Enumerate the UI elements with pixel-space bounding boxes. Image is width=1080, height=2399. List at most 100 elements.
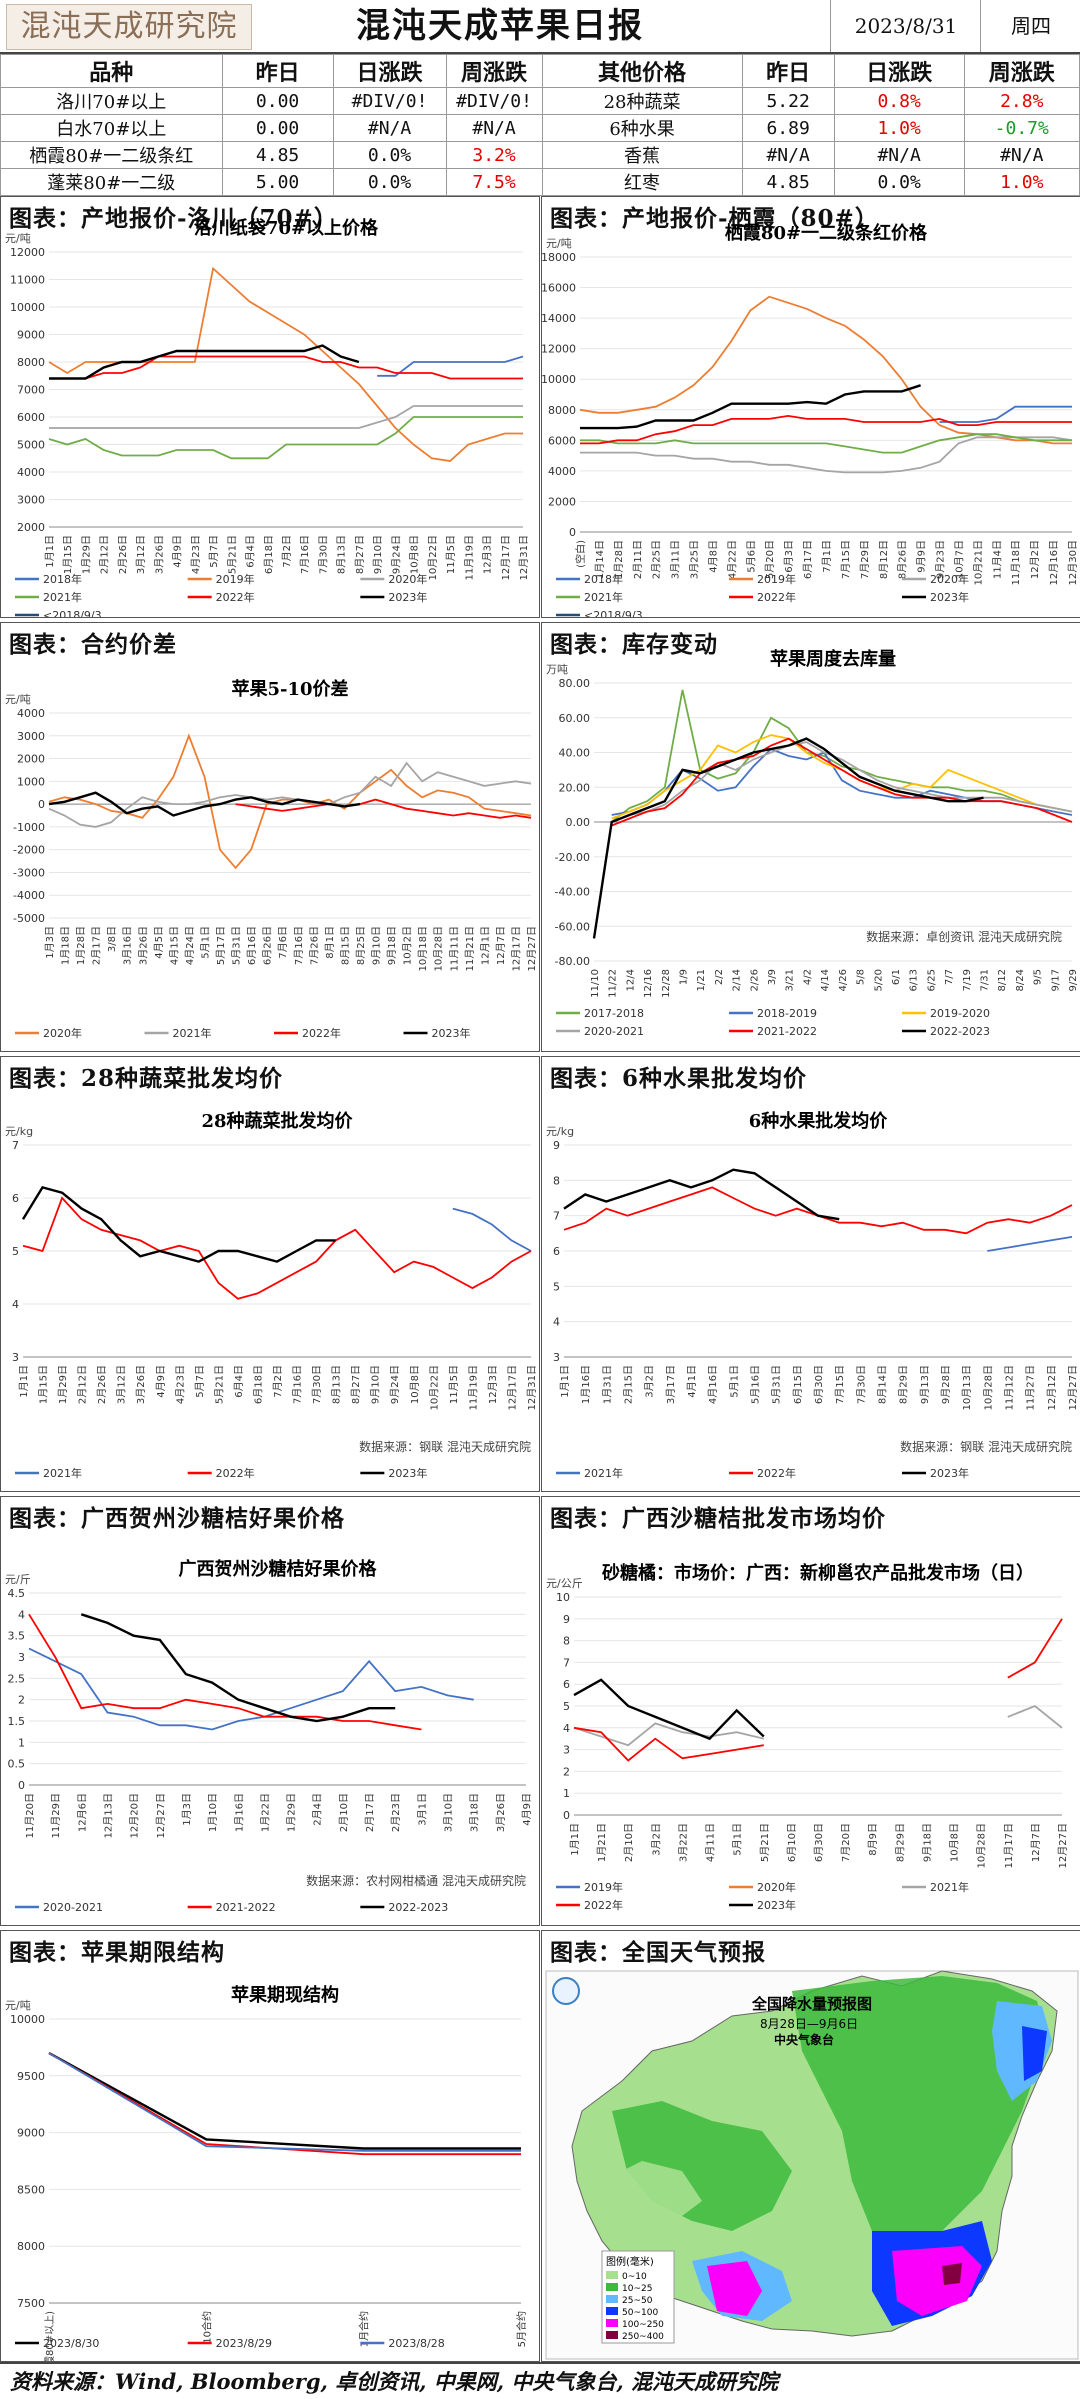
- x-tick-label: 7月16日: [292, 1365, 304, 1404]
- table-cell: 0.0%: [332, 141, 447, 169]
- series-line: [611, 737, 1073, 827]
- series-line: [939, 405, 1072, 423]
- x-tick-label: 9月24日: [389, 1365, 401, 1404]
- legend-label: 2023年: [432, 1026, 471, 1040]
- y-tick-label: 8500: [17, 2183, 45, 2196]
- x-tick-label: 4月5日: [153, 926, 165, 959]
- table-cell: #N/A: [963, 141, 1080, 169]
- table-cell: 6种水果: [541, 114, 743, 142]
- x-tick-label: 11/10: [590, 969, 601, 998]
- legend-label: 2021年: [930, 1880, 969, 1894]
- x-tick-label: 9/5: [1033, 969, 1044, 985]
- x-tick-label: 1/9: [679, 969, 690, 985]
- table-cell: -0.7%: [963, 114, 1080, 142]
- x-tick-label: 4/26: [838, 969, 849, 991]
- section-qixia-price: 图表：产地报价-栖霞（80#） 栖霞80#一二级条红价格 元/吨 0 2000 4000…: [541, 196, 1080, 618]
- y-tick-label: 7: [563, 1656, 570, 1669]
- section-title: 图表：广西贺州沙糖桔好果价格: [9, 1505, 345, 1532]
- y-tick-label: 6000: [548, 434, 576, 447]
- x-tick-label: 3月1日: [416, 1793, 428, 1826]
- col-header: 日涨跌: [332, 54, 447, 88]
- col-header: 昨日: [741, 54, 835, 88]
- x-tick-label: 2月12日: [99, 535, 111, 574]
- x-tick-label: 4月15日: [168, 926, 180, 965]
- report-title: 混沌天成苹果日报: [356, 6, 644, 46]
- x-tick-label: 9月13日: [919, 1365, 931, 1404]
- x-tick-label: 4月11日: [705, 1823, 717, 1862]
- y-tick-label: 2: [563, 1765, 570, 1778]
- x-tick-label: 8月25日: [355, 926, 367, 965]
- y-axis-label: 元/吨: [5, 693, 31, 706]
- x-tick-label: 2月25日: [651, 540, 663, 579]
- x-tick-label: 12月17日: [506, 1365, 518, 1410]
- source-note: 数据来源：钢联 混沌天成研究院: [359, 1439, 531, 1454]
- x-tick-label: 4月9日: [521, 1793, 533, 1826]
- table-cell: 0.8%: [833, 87, 965, 115]
- col-header: 昨日: [221, 54, 334, 88]
- x-tick-label: 5月7日: [194, 1365, 206, 1398]
- x-tick-label: 4月9日: [155, 1365, 167, 1398]
- rain-zone-heavy-sw: [707, 2261, 762, 2316]
- y-tick-label: 2000: [17, 521, 45, 534]
- section-title: 图表：库存变动: [550, 631, 718, 658]
- x-tick-label: 1月1日: [44, 535, 56, 568]
- section-title: 图表：苹果期限结构: [9, 1939, 225, 1966]
- x-tick-label: 9月10日: [372, 535, 384, 574]
- y-tick-label: -2000: [13, 844, 45, 857]
- y-tick-label: 7: [553, 1210, 560, 1223]
- x-tick-label: 1月29日: [286, 1793, 298, 1832]
- legend-5: 250~400: [622, 2332, 664, 2342]
- table-cell: 0.0%: [332, 168, 447, 196]
- x-tick-label: 6月15日: [792, 1365, 804, 1404]
- x-tick-label: 11月19日: [463, 535, 475, 580]
- x-tick-label: 7/31: [979, 969, 990, 991]
- x-tick-label: 8月15日: [339, 926, 351, 965]
- series-line: [580, 384, 921, 430]
- legend-label: 2022-2023: [930, 1025, 990, 1038]
- y-axis-label: 元/公斤: [546, 1577, 583, 1590]
- legend-label: 2019-2020: [930, 1007, 990, 1020]
- section-inventory: 图表：库存变动 苹果周度去库量 万吨 -80.00 -60.00 -40.00 -20.0…: [541, 622, 1080, 1052]
- y-tick-label: 8: [563, 1635, 570, 1648]
- map-title: 全国降水量预报图: [751, 1995, 872, 2013]
- x-tick-label: 6月18日: [263, 535, 275, 574]
- y-tick-label: 12000: [542, 343, 576, 356]
- x-tick-label: 3月22日: [677, 1823, 689, 1862]
- y-tick-label: 12000: [10, 246, 45, 259]
- x-tick-label: 8月13日: [331, 1365, 343, 1404]
- y-tick-label: 1000: [17, 775, 45, 788]
- legend-label: 2022年: [216, 590, 255, 604]
- y-tick-label: 40.00: [559, 747, 591, 760]
- legend-2: 25~50: [622, 2296, 653, 2306]
- legend-label: 2018-2019: [757, 1007, 817, 1020]
- y-axis-label: 元/吨: [5, 232, 31, 245]
- table-cell: #N/A: [833, 141, 965, 169]
- x-tick-label: 4月23日: [190, 535, 202, 574]
- legend-label: 2019年: [757, 572, 796, 586]
- legend-label: 2023/8/29: [216, 2337, 272, 2350]
- series-line: [580, 414, 1072, 445]
- x-tick-label: 6月30日: [813, 1823, 825, 1862]
- section-title: 图表：产地报价-洛川（70#）: [9, 205, 338, 232]
- x-tick-label: 12月17日: [510, 926, 522, 971]
- x-tick-label: 10月18日: [417, 926, 429, 971]
- y-axis-label: 元/吨: [5, 1999, 31, 2012]
- x-tick-label: 5月17日: [215, 926, 227, 965]
- x-tick-label: 12月2日: [1029, 540, 1041, 579]
- legend-label: 2020-2021: [43, 1901, 103, 1914]
- x-tick-label: 4月9日: [172, 535, 184, 568]
- legend-label: 2023年: [388, 590, 427, 604]
- x-tick-label: 6月16日: [246, 926, 258, 965]
- x-tick-label: 12月31日: [518, 535, 530, 580]
- legend-label: 2023年: [757, 1898, 796, 1912]
- x-tick-label: 7月2日: [281, 535, 293, 568]
- y-tick-label: 8000: [17, 2240, 45, 2253]
- x-tick-label: 9月10日: [370, 1365, 382, 1404]
- y-tick-label: 7500: [17, 2297, 45, 2310]
- y-tick-label: 2: [18, 1694, 25, 1707]
- x-tick-label: 12月30日: [1067, 540, 1079, 585]
- x-tick-label: 5月合约: [515, 2311, 528, 2347]
- y-tick-label: 3: [553, 1351, 560, 1364]
- series-line: [48, 266, 523, 462]
